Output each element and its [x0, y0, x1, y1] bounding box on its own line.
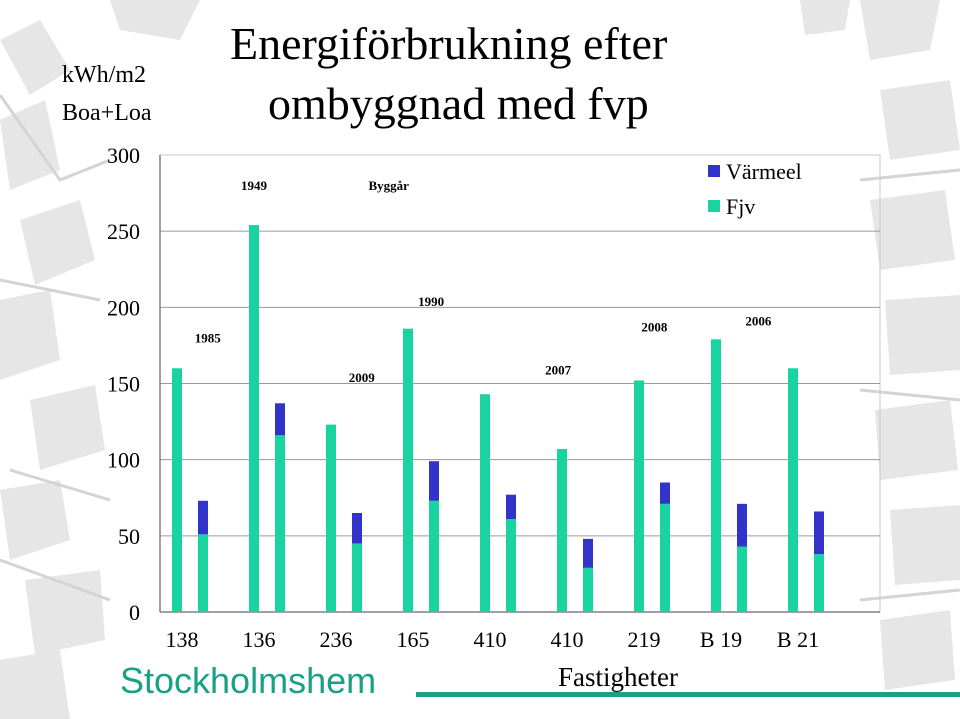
- bar-before-4: [480, 394, 490, 612]
- year-annotation-7: 2007: [545, 362, 572, 377]
- x-tick-label-6: 219: [628, 627, 661, 652]
- y-tick-label-0: 0: [129, 600, 140, 625]
- bar-after-varmeel-4: [506, 494, 516, 520]
- bar-after-fjv-5: [583, 567, 593, 612]
- bar-after-varmeel-5: [583, 538, 593, 568]
- y-tick-label-250: 250: [107, 219, 140, 244]
- year-annotation-0: 1949: [241, 178, 268, 193]
- bar-before-1: [249, 225, 259, 612]
- bar-after-varmeel-6: [660, 482, 670, 504]
- bar-after-varmeel-0: [198, 500, 208, 535]
- bar-after-varmeel-3: [429, 461, 439, 501]
- y-axis-unit-line-2: Boa+Loa: [62, 100, 152, 126]
- y-tick-label-150: 150: [107, 372, 140, 397]
- year-annotation-5: 2006: [745, 314, 772, 329]
- x-axis-title: Fastigheter: [558, 662, 678, 692]
- bar-after-fjv-0: [198, 534, 208, 612]
- bar-before-0: [172, 368, 182, 612]
- stockholmshem-logo: Stockholmshem: [120, 660, 377, 701]
- bar-after-fjv-1: [275, 435, 285, 612]
- x-tick-label-3: 165: [397, 627, 430, 652]
- y-tick-label-100: 100: [107, 448, 140, 473]
- year-annotation-4: 2008: [641, 320, 668, 335]
- chart-title-line-1: Energiförbrukning efter: [230, 18, 668, 69]
- bar-before-2: [326, 424, 336, 612]
- bar-after-fjv-7: [737, 546, 747, 612]
- bar-after-fjv-6: [660, 503, 670, 612]
- bar-after-varmeel-8: [814, 511, 824, 555]
- bar-after-varmeel-1: [275, 403, 285, 436]
- x-tick-label-2: 236: [320, 627, 353, 652]
- bar-before-7: [711, 339, 721, 612]
- bar-before-3: [403, 328, 413, 612]
- y-axis-unit-line-1: kWh/m2: [62, 62, 146, 88]
- x-tick-label-1: 136: [243, 627, 276, 652]
- bar-after-fjv-4: [506, 519, 516, 612]
- logo-underline: [416, 692, 960, 697]
- y-tick-label-300: 300: [107, 143, 140, 168]
- bar-after-varmeel-7: [737, 503, 747, 547]
- x-tick-label-4: 410: [474, 627, 507, 652]
- x-tick-label-8: B 21: [777, 627, 819, 652]
- bar-after-varmeel-2: [352, 512, 362, 544]
- legend-swatch-fjv: [708, 200, 720, 212]
- y-tick-label-50: 50: [118, 524, 140, 549]
- year-annotation-1: Byggår: [369, 178, 410, 193]
- bar-after-fjv-2: [352, 543, 362, 612]
- x-tick-label-0: 138: [166, 627, 199, 652]
- bar-before-6: [634, 380, 644, 612]
- y-tick-label-200: 200: [107, 295, 140, 320]
- bar-before-5: [557, 449, 567, 612]
- bar-before-8: [788, 368, 798, 612]
- x-tick-label-7: B 19: [700, 627, 742, 652]
- chart-title-line-2: ombyggnad med fvp: [268, 78, 649, 129]
- legend-label-fjv: Fjv: [726, 194, 755, 219]
- year-annotation-3: 1985: [195, 330, 222, 345]
- year-annotation-2: 1990: [418, 294, 444, 309]
- bar-after-fjv-3: [429, 500, 439, 612]
- legend-label-varmeel: Värmeel: [726, 159, 802, 184]
- legend-swatch-varmeel: [708, 165, 720, 177]
- bar-after-fjv-8: [814, 554, 824, 612]
- year-annotation-6: 2009: [349, 370, 376, 385]
- x-tick-label-5: 410: [551, 627, 584, 652]
